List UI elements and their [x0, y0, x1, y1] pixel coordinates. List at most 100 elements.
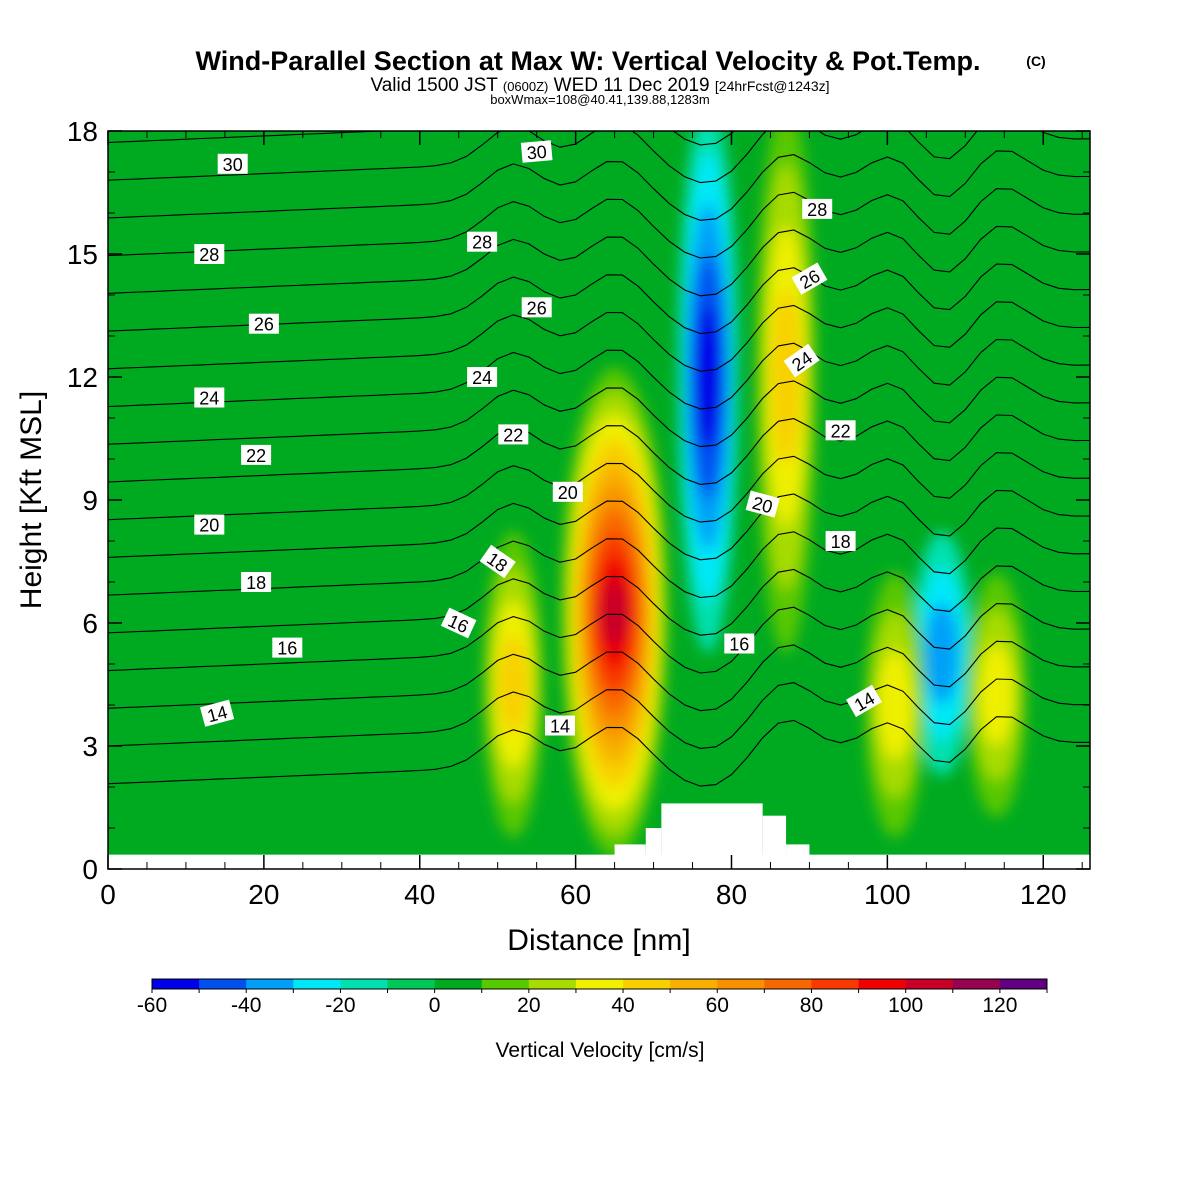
isentrope-label-box — [521, 297, 552, 318]
colorbar-tick-label: 0 — [429, 994, 441, 1017]
isentrope-label-box — [802, 198, 833, 219]
isentrope-label-box — [745, 490, 780, 518]
chart-title: Wind-Parallel Section at Max W: Vertical… — [196, 46, 981, 76]
isentrope-label-text: 30 — [223, 155, 243, 175]
ground-strip — [108, 854, 1090, 869]
isentrope-label: 28 — [194, 244, 225, 265]
colorbar-swatch — [905, 979, 954, 989]
axes: 0 20 40 60 80 100 120 0 3 6 9 12 15 18 — [67, 116, 1090, 910]
isentrope-label: 16 — [724, 633, 755, 655]
isentrope-label-box — [783, 343, 820, 378]
y-tick-label: 3 — [82, 731, 98, 762]
colorbar-tick-label: -60 — [137, 994, 167, 1017]
colorbar-swatch — [575, 979, 624, 989]
isentrope-label: 24 — [194, 387, 225, 409]
chart-subtitle: Valid 1500 JST (0600Z) WED 11 Dec 2019 [… — [370, 75, 829, 96]
isentrope-label: 28 — [802, 198, 833, 220]
updraft-cell — [979, 644, 1014, 746]
isentrope-lines — [108, 131, 1090, 787]
isentrope-line — [108, 603, 1090, 674]
isentrope-label-box — [194, 244, 225, 264]
colorbar-swatch — [717, 979, 765, 989]
isentrope-label-text: 24 — [472, 368, 492, 388]
isentrope-label: 26 — [521, 297, 552, 318]
y-axis-label: Height [Kft MSL] — [15, 391, 48, 609]
isentrope-line — [108, 376, 1090, 448]
plot-area — [108, 131, 1090, 869]
isentrope-label: 18 — [825, 531, 856, 552]
isentrope-line — [108, 131, 735, 146]
colorbar-tick-label: -20 — [325, 994, 355, 1017]
isentrope-label-text: 28 — [807, 200, 827, 220]
colorbar-tick-label: 100 — [888, 994, 923, 1017]
isentrope-label-box — [217, 153, 248, 174]
downdraft-cell — [924, 603, 959, 705]
downdraft-cell — [694, 305, 722, 449]
x-tick-label: 100 — [864, 879, 911, 910]
subtitle-date: WED 11 Dec 2019 — [554, 75, 710, 96]
colorbar-label: Vertical Velocity [cm/s] — [496, 1039, 705, 1062]
x-tick-label: 20 — [248, 879, 279, 910]
isentrope-line — [108, 489, 1090, 561]
isentrope-label-box — [825, 531, 856, 551]
isentrope-label-box — [440, 607, 477, 639]
colorbar-swatch — [764, 979, 812, 989]
isentrope-label: 14 — [545, 715, 575, 737]
x-tick-label: 40 — [404, 879, 435, 910]
colorbar-swatch — [199, 979, 247, 989]
colorbar-swatch — [293, 979, 341, 989]
isentrope-label: 22 — [498, 424, 529, 445]
isentrope-label-box — [248, 313, 279, 334]
isentrope-line — [108, 640, 1090, 712]
colorbar-tick-label: 20 — [517, 994, 540, 1017]
colorbar-swatch — [623, 979, 671, 989]
isentrope-line — [108, 414, 1090, 485]
colorbar-tick-label: 80 — [800, 994, 823, 1017]
isentrope-label-text: 16 — [729, 635, 749, 655]
colorbar-swatch — [340, 979, 389, 989]
isentrope-label-text: 26 — [254, 315, 274, 335]
isentrope-label-text: 18 — [831, 532, 851, 552]
y-tick-label: 6 — [82, 608, 98, 639]
isentrope-line — [108, 452, 1090, 523]
isentrope-label-text: 20 — [199, 516, 219, 536]
colorbar-tick-label: 40 — [611, 994, 634, 1017]
isentrope-label-text: 28 — [472, 233, 492, 253]
isentrope-label: 22 — [241, 444, 272, 466]
isentrope-label: 30 — [520, 140, 553, 163]
subtitle-valid: Valid 1500 JST — [370, 75, 498, 96]
colorbar-swatch — [152, 979, 200, 989]
isentrope-label-text: 16 — [277, 639, 297, 659]
x-tick-label: 80 — [716, 879, 747, 910]
terrain-mask — [108, 803, 1090, 869]
isentrope-line — [108, 565, 1090, 636]
subtitle-utc: (0600Z) — [503, 79, 549, 94]
subtitle-fcst: [24hrFcst@1243z] — [715, 78, 830, 94]
colorbar-swatch — [811, 979, 860, 989]
isentrope-label: 20 — [194, 514, 225, 536]
isentrope-line — [108, 150, 1090, 221]
isentrope-label-text: 18 — [246, 573, 266, 593]
isentrope-label-text: 22 — [831, 421, 851, 441]
isentrope-line — [108, 716, 1090, 787]
isentrope-label-box — [241, 572, 272, 592]
colorbar-tick-label: 60 — [706, 994, 729, 1017]
isentrope-label: 26 — [248, 313, 279, 335]
isentrope-label-box — [200, 699, 235, 727]
colorbar-swatch — [387, 979, 436, 989]
colorbar-swatch — [434, 979, 483, 989]
updraft-cell — [878, 650, 913, 760]
colorbar-swatch — [528, 979, 577, 989]
isentrope-label: 20 — [552, 481, 583, 503]
y-tick-label: 0 — [82, 854, 98, 885]
isentrope-label-box — [467, 231, 498, 252]
y-tick-label: 15 — [67, 239, 98, 270]
colorbar-swatch — [858, 979, 907, 989]
updraft-cell — [498, 635, 529, 734]
isentrope-label: 24 — [467, 367, 498, 388]
chart-title-mark: (C) — [1026, 53, 1045, 69]
isentrope-label-box — [545, 715, 575, 736]
isentrope-label: 30 — [217, 153, 248, 175]
isentrope-label-box — [552, 481, 583, 502]
